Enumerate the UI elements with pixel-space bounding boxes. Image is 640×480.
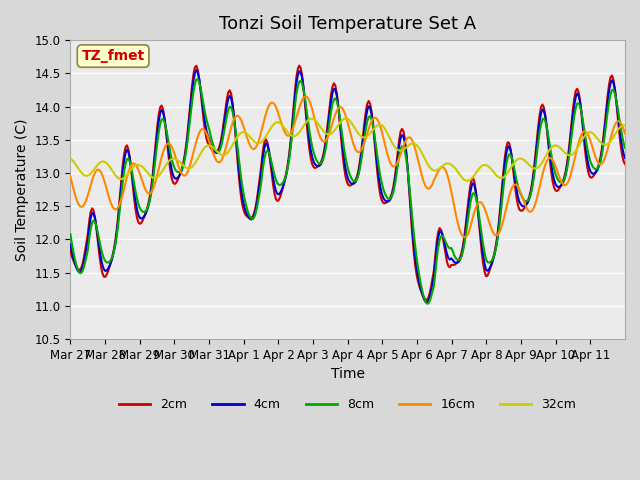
Title: Tonzi Soil Temperature Set A: Tonzi Soil Temperature Set A [219, 15, 476, 33]
Text: TZ_fmet: TZ_fmet [81, 49, 145, 63]
Y-axis label: Soil Temperature (C): Soil Temperature (C) [15, 118, 29, 261]
Legend: 2cm, 4cm, 8cm, 16cm, 32cm: 2cm, 4cm, 8cm, 16cm, 32cm [114, 394, 581, 416]
X-axis label: Time: Time [331, 367, 365, 381]
